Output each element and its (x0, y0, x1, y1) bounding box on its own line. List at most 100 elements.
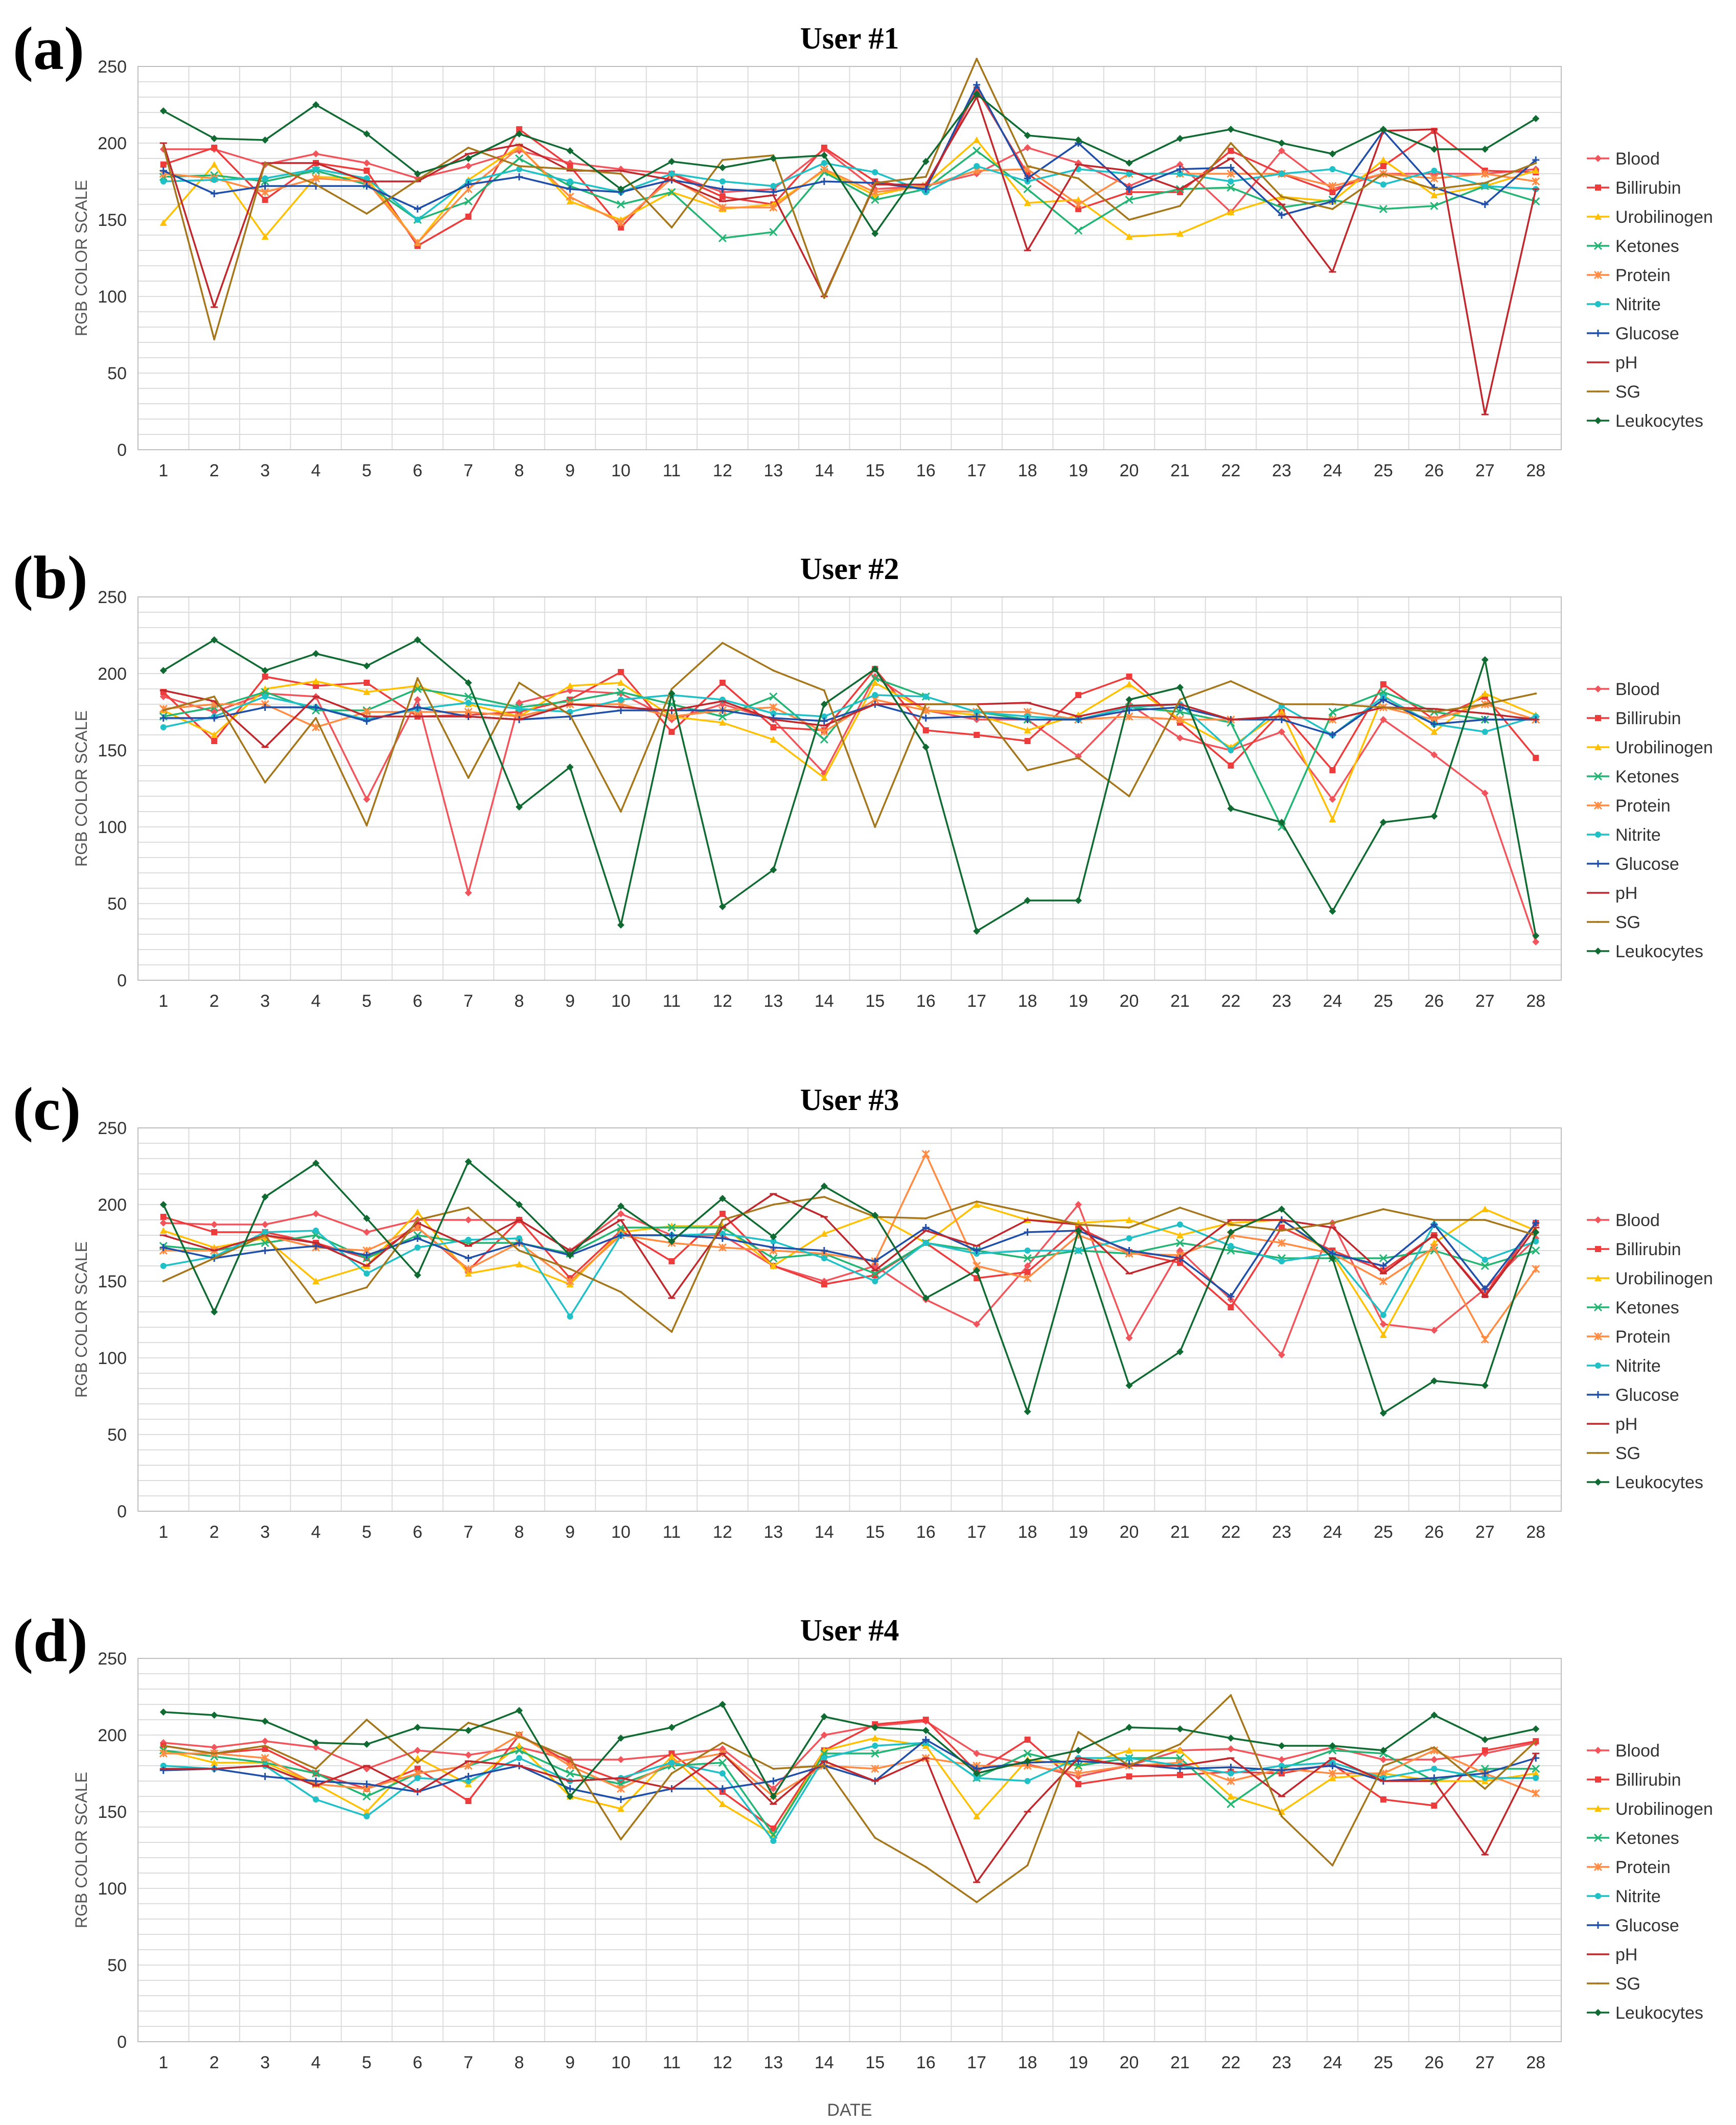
x-tick-label: 4 (311, 2053, 321, 2072)
data-point (518, 682, 520, 684)
data-point (1074, 200, 1083, 209)
data-point (1126, 674, 1132, 680)
data-point (362, 1792, 371, 1801)
data-point (1481, 716, 1489, 723)
data-point (1431, 168, 1438, 174)
data-point (922, 714, 930, 722)
data-point (211, 161, 218, 168)
legend-marker (1597, 1452, 1599, 1454)
data-point (770, 183, 777, 189)
data-point (1379, 156, 1387, 163)
data-point (1024, 199, 1031, 206)
data-point (820, 1713, 828, 1720)
y-tick-label: 250 (98, 57, 127, 77)
data-point (1431, 1766, 1438, 1772)
data-point (1227, 805, 1235, 812)
data-point (465, 1255, 472, 1262)
legend-label: Blood (1615, 149, 1660, 169)
x-axis-label: DATE (827, 2100, 872, 2120)
data-point (973, 1750, 981, 1757)
data-point (1125, 696, 1133, 703)
x-tick-label: 12 (713, 2053, 732, 2072)
data-point (211, 1308, 218, 1315)
data-point (363, 1271, 370, 1277)
x-tick-label: 22 (1221, 2053, 1241, 2072)
data-point (569, 714, 571, 716)
data-point (313, 1796, 319, 1803)
data-point (1075, 692, 1082, 698)
data-point (1331, 703, 1334, 705)
data-point (1125, 1334, 1133, 1342)
series-line (163, 639, 1537, 936)
data-point (363, 718, 371, 725)
data-point (1075, 206, 1082, 212)
x-tick-label: 18 (1018, 1522, 1037, 1542)
data-point (924, 1866, 927, 1868)
data-point (874, 1837, 876, 1839)
y-tick-label: 50 (107, 1956, 127, 1975)
data-point (617, 1203, 624, 1210)
data-point (1128, 219, 1130, 221)
legend-label: Leukocytes (1615, 1473, 1703, 1492)
legend-label: pH (1615, 1415, 1637, 1434)
data-point (718, 234, 727, 243)
data-point (264, 162, 266, 164)
data-point (516, 706, 522, 712)
data-point (821, 713, 827, 720)
data-point (668, 1753, 676, 1760)
y-axis-label: RGB COLOR SCALE (72, 710, 90, 867)
data-point (1430, 1221, 1438, 1228)
data-point (1433, 711, 1436, 713)
data-point (874, 826, 876, 828)
x-tick-label: 13 (763, 991, 783, 1011)
x-tick-label: 28 (1526, 2053, 1545, 2072)
x-tick-label: 3 (260, 1522, 270, 1542)
series-line (163, 1694, 1537, 1903)
data-point (719, 1195, 726, 1202)
data-point (312, 1739, 320, 1746)
x-tick-label: 27 (1475, 991, 1495, 1011)
y-axis-label: RGB COLOR SCALE (72, 1241, 90, 1398)
data-point (312, 174, 320, 183)
x-tick-label: 3 (260, 991, 270, 1011)
data-point (1176, 684, 1184, 691)
legend-marker (1594, 330, 1602, 337)
data-point (823, 1765, 825, 1767)
data-point (414, 704, 422, 711)
x-tick-label: 5 (362, 2053, 372, 2072)
data-point (566, 192, 574, 201)
x-tick-label: 1 (158, 991, 168, 1011)
legend-label: pH (1615, 884, 1637, 903)
data-point (871, 1764, 879, 1773)
x-tick-label: 13 (763, 2053, 783, 2072)
data-point (871, 195, 879, 204)
data-point (719, 707, 726, 714)
y-tick-label: 0 (117, 2032, 127, 2052)
data-point (871, 1749, 879, 1758)
x-tick-label: 17 (967, 2053, 986, 2072)
data-point (1227, 1745, 1235, 1752)
data-point (1227, 164, 1235, 171)
x-tick-label: 8 (515, 1522, 524, 1542)
series-line (163, 1204, 1537, 1356)
data-point (162, 1745, 165, 1747)
data-point (1026, 1864, 1029, 1866)
data-point (515, 1746, 524, 1755)
x-tick-label: 23 (1272, 461, 1291, 480)
data-point (1179, 1207, 1182, 1209)
panel-label: (b) (13, 543, 88, 611)
data-point (160, 1214, 167, 1220)
x-tick-label: 22 (1221, 461, 1241, 480)
data-point (974, 732, 980, 738)
x-tick-label: 24 (1323, 461, 1342, 480)
legend-label: Blood (1615, 1211, 1660, 1230)
legend-marker (1594, 1922, 1602, 1929)
data-point (465, 1778, 472, 1784)
x-tick-label: 5 (362, 991, 372, 1011)
y-tick-label: 0 (117, 1502, 127, 1521)
data-point (1226, 1799, 1235, 1809)
data-point (719, 719, 726, 726)
legend-label: Urobilinogen (1615, 738, 1713, 757)
data-point (1328, 1769, 1337, 1778)
data-point (1024, 1778, 1031, 1784)
